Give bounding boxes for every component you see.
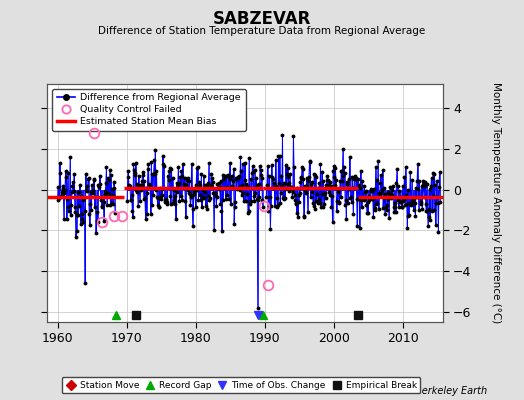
Legend: Difference from Regional Average, Quality Control Failed, Estimated Station Mean: Difference from Regional Average, Qualit… — [52, 89, 246, 131]
Text: Difference of Station Temperature Data from Regional Average: Difference of Station Temperature Data f… — [99, 26, 425, 36]
Y-axis label: Monthly Temperature Anomaly Difference (°C): Monthly Temperature Anomaly Difference (… — [491, 82, 501, 324]
Text: SABZEVAR: SABZEVAR — [213, 10, 311, 28]
Text: Berkeley Earth: Berkeley Earth — [415, 386, 487, 396]
Legend: Station Move, Record Gap, Time of Obs. Change, Empirical Break: Station Move, Record Gap, Time of Obs. C… — [62, 377, 420, 394]
